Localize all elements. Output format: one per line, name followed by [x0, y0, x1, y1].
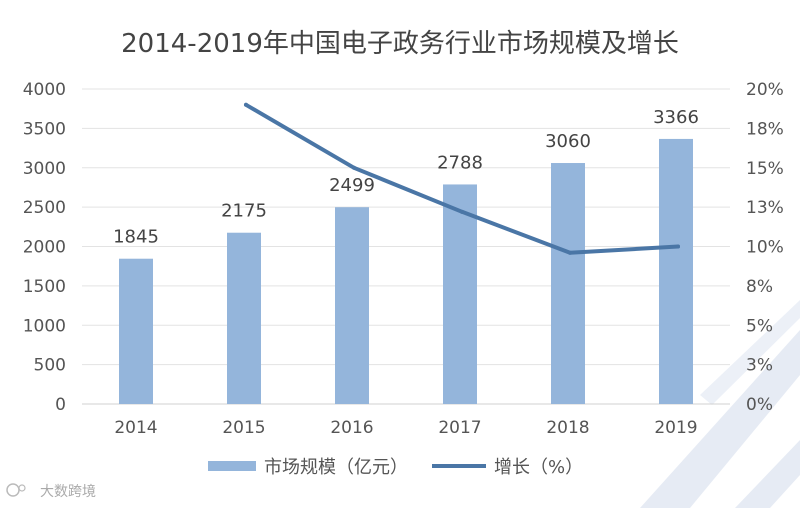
y-right-tick-label: 15%: [746, 159, 784, 179]
y-right-tick-label: 20%: [746, 80, 784, 100]
bar: [227, 232, 261, 404]
y-left-tick-label: 1500: [23, 277, 66, 297]
chart-title: 2014-2019年中国电子政务行业市场规模及增长: [121, 29, 679, 59]
y-right-tick-label: 3%: [746, 356, 773, 376]
x-tick-label: 2017: [438, 418, 481, 438]
y-left-tick-label: 0: [55, 395, 66, 415]
growth-line-series: [244, 102, 680, 255]
y-right-tick-label: 0%: [746, 395, 773, 415]
y-left-tick-label: 3000: [23, 159, 66, 179]
y-left-tick-label: 500: [34, 356, 66, 376]
x-tick-label: 2015: [222, 418, 265, 438]
y-right-tick-label: 8%: [746, 277, 773, 297]
watermark-decoration: [640, 300, 800, 508]
y-right-tick-label: 18%: [746, 119, 784, 139]
y-left-tick-label: 2000: [23, 238, 66, 258]
watermark-icon: [6, 483, 20, 497]
bar-data-label: 1845: [113, 227, 159, 248]
watermark: 大数跨境: [6, 483, 96, 500]
growth-point: [568, 250, 572, 255]
watermark-icon-dot: [18, 484, 26, 492]
bar-data-label: 3060: [545, 131, 591, 152]
bar: [119, 258, 153, 404]
y-right-tick-label: 5%: [746, 316, 773, 336]
growth-point: [676, 244, 680, 249]
watermark-text: 大数跨境: [40, 484, 96, 500]
growth-point: [460, 209, 464, 214]
legend-bar-swatch: [208, 461, 256, 471]
y-right-tick-label: 13%: [746, 198, 784, 218]
bar-series: [119, 138, 693, 405]
y-right-tick-label: 10%: [746, 238, 784, 258]
x-axis: 2014 2015 2016 2017 2018 2019: [114, 418, 697, 438]
bar-data-labels: 1845 2175 2499 2788 3060 3366: [113, 107, 699, 248]
y-axis-left: 0 500 1000 1500 2000 2500 3000 3500 4000: [23, 80, 66, 415]
x-tick-label: 2014: [114, 418, 157, 438]
y-left-tick-label: 4000: [23, 80, 66, 100]
growth-point: [244, 102, 248, 107]
legend: 市场规模（亿元） 增长（%）: [208, 457, 583, 478]
bar-data-label: 2175: [221, 201, 267, 222]
bar: [551, 163, 585, 404]
bar: [335, 207, 369, 404]
y-axis-right: 0% 3% 5% 8% 10% 13% 15% 18% 20%: [746, 80, 784, 415]
x-tick-label: 2019: [654, 418, 697, 438]
gridlines: [82, 88, 730, 405]
x-tick-label: 2016: [330, 418, 373, 438]
legend-bar-label: 市场规模（亿元）: [264, 457, 408, 478]
legend-line-label: 增长（%）: [494, 457, 583, 478]
bar-data-label: 2788: [437, 152, 483, 173]
bar-data-label: 3366: [653, 107, 699, 128]
y-left-tick-label: 1000: [23, 316, 66, 336]
x-tick-label: 2018: [546, 418, 589, 438]
growth-point: [352, 165, 356, 170]
bar: [443, 184, 477, 404]
y-left-tick-label: 3500: [23, 119, 66, 139]
bar-data-label: 2499: [329, 175, 375, 196]
bar: [659, 138, 693, 405]
y-left-tick-label: 2500: [23, 198, 66, 218]
